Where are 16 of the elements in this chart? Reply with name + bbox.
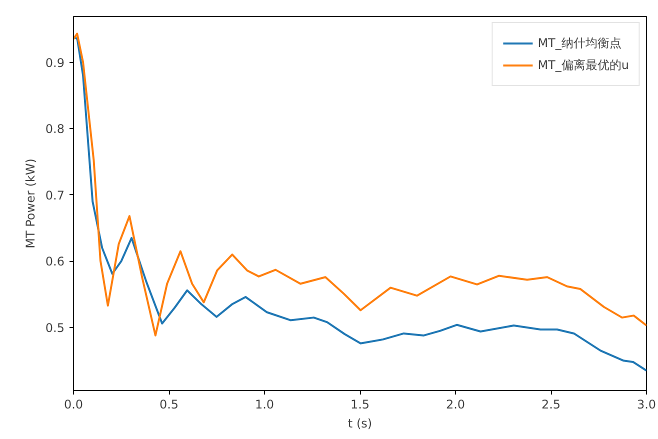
y-tick-label: 0.6 [45, 254, 65, 269]
legend-label: MT_纳什均衡点 [538, 34, 622, 52]
y-tick-label: 0.8 [45, 122, 65, 136]
y-tick-label: 0.5 [45, 321, 65, 336]
x-tick-label: 1.5 [350, 398, 370, 412]
x-tick-label: 2.5 [541, 398, 561, 412]
y-tick-label: 0.7 [45, 188, 65, 202]
x-tick-label: 0.0 [64, 398, 84, 412]
x-tick-label: 2.0 [446, 398, 466, 412]
y-axis-title: MT Power (kW) [23, 158, 38, 248]
x-tick-label: 1.0 [254, 398, 274, 412]
x-tick-label: 3.0 [636, 398, 656, 412]
y-tick-label: 0.9 [45, 56, 65, 70]
x-axis-title: t (s) [348, 416, 372, 430]
x-tick-label: 0.5 [159, 398, 179, 412]
legend-label: MT_偏离最优的u [538, 56, 629, 74]
